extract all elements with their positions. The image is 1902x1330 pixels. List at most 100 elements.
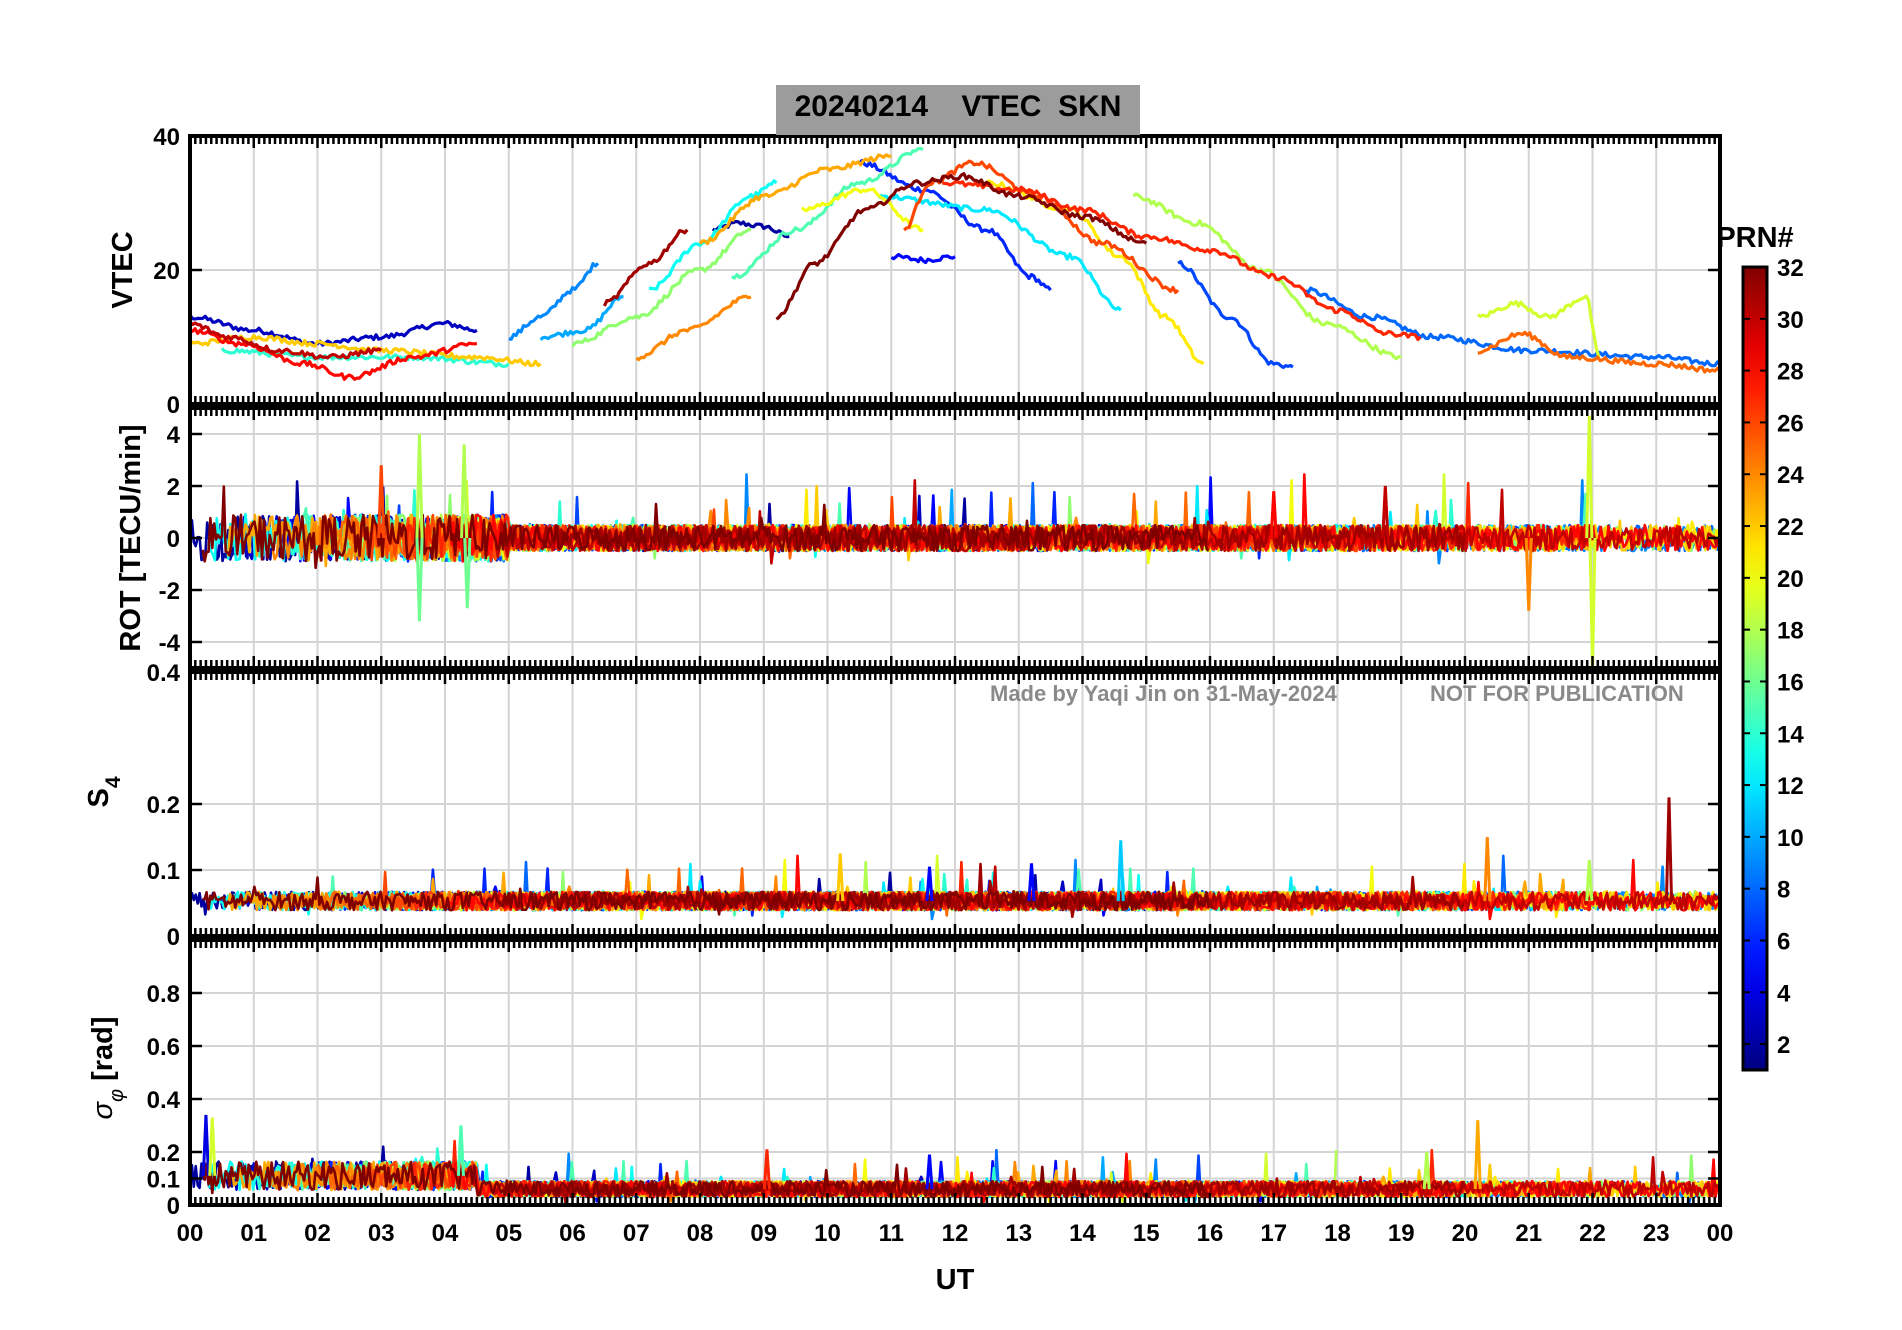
rot-series-prn-32: [201, 485, 1210, 570]
x-tick-label: 16: [1197, 1220, 1224, 1247]
vtec-series-prn-23: [698, 153, 892, 246]
vtec-series-prn-8: [1304, 286, 1721, 368]
data-layer: [188, 147, 1722, 1206]
sig-spike-prn-18: [1422, 1151, 1431, 1190]
rot-spike-prn-24: [1524, 537, 1533, 611]
rot-spike-prn-26: [377, 465, 386, 539]
x-tick-label: 00: [177, 1220, 204, 1247]
colorbar-tick-label: 22: [1777, 514, 1804, 541]
sig-spike-prn-4: [201, 1114, 210, 1176]
vtec-series-prn-19: [1476, 294, 1601, 358]
y-tick-label: 2: [167, 474, 180, 501]
sig-spike-prn-5: [925, 1154, 934, 1190]
y-tick-label: 0.1: [147, 858, 180, 885]
vtec-series-prn-26: [903, 159, 1180, 295]
x-tick-label: 10: [814, 1220, 841, 1247]
sig-spike-prn-27: [762, 1149, 771, 1190]
sig-spike-prn-19: [208, 1117, 217, 1176]
y-tick-label: 4: [167, 422, 181, 449]
vtec-series-prn-15: [731, 147, 924, 280]
colorbar-tick-label: 4: [1777, 980, 1791, 1007]
vtec-series-prn-3: [188, 314, 478, 347]
x-tick-label: 05: [495, 1220, 522, 1247]
colorbar-tick-label: 12: [1777, 773, 1804, 800]
y-tick-label: 40: [153, 124, 180, 151]
colorbar-tick-label: 14: [1777, 721, 1804, 748]
y-tick-label: 0: [167, 526, 180, 553]
vtec-series-prn-10: [539, 295, 624, 341]
colorbar-tick-label: 8: [1777, 877, 1790, 904]
colorbar-tick-label: 20: [1777, 566, 1804, 593]
vtec-series-prn-18: [1132, 192, 1402, 361]
colorbar-tick-label: 30: [1777, 307, 1804, 334]
colorbar-tick-label: 18: [1777, 618, 1804, 645]
colorbar-title: PRN#: [1716, 222, 1793, 254]
label-layer: 02040-4-202400.10.20.400.10.20.40.60.8VT…: [83, 124, 1733, 1296]
rot-spike-prn-16: [415, 537, 424, 622]
colorbar-gradient: [1741, 265, 1769, 1072]
vtec-series-prn-9: [508, 262, 600, 341]
y-tick-label: 0: [167, 1193, 180, 1220]
s4-spike-prn-31: [1664, 797, 1674, 902]
vtec-series-prn-32: [775, 172, 1148, 321]
vtec-series-prn-20: [800, 187, 924, 233]
colorbar-tick-label: 2: [1777, 1032, 1790, 1059]
title-background: [776, 85, 1140, 135]
sig-series-prn-32: [201, 1160, 1210, 1199]
s4-spike-prn-18: [1585, 860, 1594, 902]
s4-spike-prn-24: [1483, 836, 1492, 902]
rot-spike-prn-18: [415, 433, 424, 539]
sig-spike-prn-23: [1473, 1120, 1482, 1190]
x-tick-label: 01: [240, 1220, 267, 1247]
vtec-series-prn-30: [188, 320, 383, 360]
x-tick-label: 03: [368, 1220, 395, 1247]
rot-spike-prn-30: [1381, 485, 1390, 539]
colorbar-tick-label: 24: [1777, 462, 1804, 489]
x-tick-label: 21: [1515, 1220, 1542, 1247]
vtec-series-prn-7: [1177, 260, 1294, 370]
x-tick-label: 04: [432, 1220, 459, 1247]
rot-spike-prn-28: [1269, 491, 1278, 539]
grid-layer: [190, 136, 1720, 1205]
s4-spike-prn-22: [836, 853, 845, 902]
y-tick-label: 0.8: [147, 981, 180, 1008]
vtec-series-prn-31: [602, 228, 689, 307]
vtec-ylabel: VTEC: [107, 231, 139, 308]
y-tick-label: 0.2: [147, 1140, 180, 1167]
rot-spike-prn-16: [463, 537, 472, 609]
tick-layer: [188, 134, 1722, 1207]
x-tick-label: 12: [942, 1220, 969, 1247]
vtec-series-prn-6: [858, 159, 1052, 292]
x-tick-label: 20: [1452, 1220, 1479, 1247]
y-tick-label: 0.4: [147, 1087, 181, 1114]
x-tick-label: 06: [559, 1220, 586, 1247]
sigma-ylabel: σφ [rad]: [87, 1016, 128, 1119]
vtec-series-prn-24: [635, 294, 752, 362]
vtec-series-prn-13: [648, 179, 778, 291]
watermark-author: Made by Yaqi Jin on 31-May-2024: [990, 681, 1337, 706]
colorbar-tick-label: 16: [1777, 669, 1804, 696]
x-tick-label: 14: [1069, 1220, 1096, 1247]
colorbar-tick-label: 32: [1777, 255, 1804, 282]
y-tick-label: -2: [159, 578, 180, 605]
x-tick-label: 18: [1324, 1220, 1351, 1247]
rot-ylabel: ROT [TECU/min]: [115, 424, 147, 651]
y-tick-label: -4: [159, 630, 181, 657]
vtec-series-prn-17: [571, 227, 752, 348]
colorbar-tick-label: 28: [1777, 359, 1804, 386]
x-tick-label: 23: [1643, 1220, 1670, 1247]
watermark-notice: NOT FOR PUBLICATION: [1430, 681, 1684, 706]
s4-spike-prn-5: [1027, 863, 1036, 902]
x-axis-label: UT: [936, 1264, 975, 1296]
vtec-series-prn-25: [1477, 330, 1722, 374]
s4-ylabel: S4: [83, 776, 125, 807]
x-tick-label: 19: [1388, 1220, 1415, 1247]
vtec-series-prn-28: [189, 327, 477, 381]
x-tick-label: 22: [1579, 1220, 1606, 1247]
rot-spike-prn-18: [460, 444, 469, 539]
chart-title: 20240214 VTEC SKN: [794, 90, 1122, 123]
sig-spike-prn-15: [456, 1125, 465, 1176]
vtec-series-prn-21: [986, 179, 1205, 366]
x-tick-label: 09: [750, 1220, 777, 1247]
